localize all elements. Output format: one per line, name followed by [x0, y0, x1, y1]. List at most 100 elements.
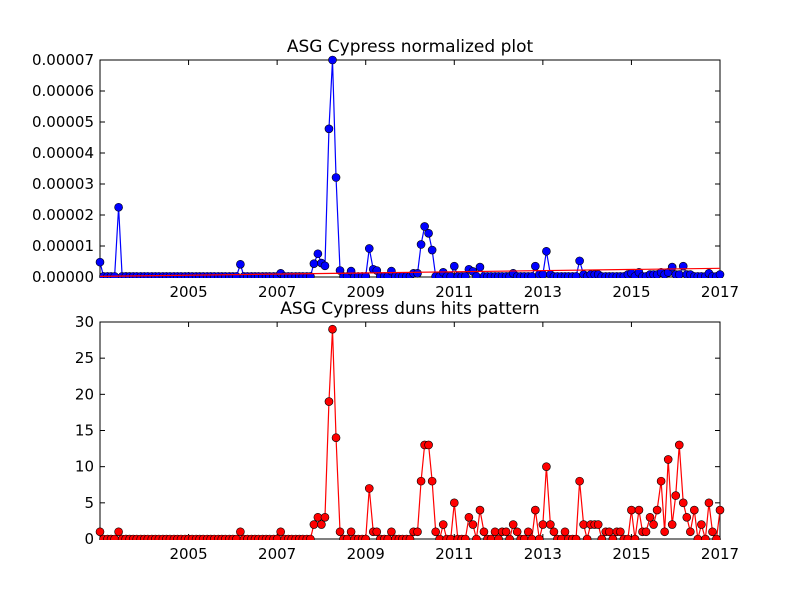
duns-hits-series-group [95, 324, 725, 540]
normalized-data-point [313, 249, 323, 259]
normalized-data-point [674, 270, 684, 278]
normalized-y-tick-label: 0.00004 [32, 144, 94, 162]
duns-hits-data-point [549, 527, 559, 537]
duns-hits-data-point [634, 505, 644, 515]
normalized-y-tick-label: 0.00005 [32, 113, 94, 131]
duns-hits-data-point [678, 498, 688, 508]
normalized-data-point [232, 272, 241, 278]
duns-hits-y-tick-label: 10 [75, 458, 94, 476]
duns-hits-x-tick-label: 2015 [612, 545, 650, 563]
duns-hits-data-point [449, 498, 459, 508]
duns-hits-data-point [512, 527, 522, 537]
duns-hits-data-point [531, 505, 540, 515]
duns-hits-axes-frame [99, 321, 721, 540]
duns-hits-data-point [656, 476, 666, 486]
duns-hits-data-point [324, 397, 334, 406]
normalized-data-point [472, 272, 481, 278]
duns-hits-data-point [472, 534, 481, 540]
normalized-data-point [667, 262, 677, 272]
duns-hits-chart: ASG Cypress duns hits pattern 0 5 10 15 20 25 3… [75, 299, 739, 563]
duns-hits-title: ASG Cypress duns hits pattern [280, 299, 539, 319]
duns-hits-data-point [346, 527, 356, 537]
duns-hits-data-point [667, 520, 677, 529]
duns-hits-data-point [704, 498, 714, 508]
normalized-data-point [475, 262, 485, 272]
normalized-data-point [328, 55, 337, 65]
duns-hits-data-point [542, 462, 551, 471]
normalized-series-group [95, 55, 725, 278]
normalized-x-tick-label: 2005 [169, 283, 207, 301]
duns-hits-data-point [560, 527, 570, 537]
normalized-x-tick-label: 2011 [435, 283, 473, 301]
duns-hits-data-point [535, 534, 544, 540]
duns-hits-y-tick-label: 15 [75, 422, 94, 440]
normalized-x-tick-label: 2013 [524, 283, 562, 301]
duns-hits-data-point [715, 505, 725, 515]
duns-hits-data-point [641, 527, 651, 537]
duns-hits-data-point [645, 512, 655, 522]
duns-hits-x-tick-label: 2011 [435, 545, 473, 563]
duns-hits-data-point [663, 455, 673, 464]
normalized-data-point [571, 272, 581, 278]
duns-hits-data-point [674, 440, 684, 450]
duns-hits-data-point [272, 534, 282, 540]
duns-hits-data-point [508, 520, 518, 529]
duns-hits-y-tick-label: 30 [75, 313, 94, 331]
duns-hits-data-point [649, 520, 658, 529]
normalized-y-tick-label: 0.00002 [32, 206, 94, 224]
duns-hits-data-point [682, 512, 692, 522]
duns-hits-data-point [712, 534, 721, 540]
duns-hits-data-point [616, 527, 625, 537]
duns-hits-data-point [372, 527, 382, 537]
duns-hits-data-point [413, 527, 422, 537]
normalized-y-tick-label: 0.00003 [32, 175, 94, 193]
normalized-plot-chart: ASG Cypress normalized plot 0.00000 0.0000… [32, 37, 739, 301]
duns-hits-data-point [438, 520, 448, 529]
duns-hits-data-point [593, 520, 603, 529]
duns-hits-data-point [383, 534, 393, 540]
duns-hits-data-point [697, 520, 706, 529]
normalized-data-point [575, 256, 584, 266]
duns-hits-y-tick-label: 20 [75, 385, 94, 403]
duns-hits-data-point [317, 520, 326, 529]
normalized-data-point [236, 259, 245, 269]
duns-hits-data-point [236, 527, 245, 537]
duns-hits-data-point [331, 433, 341, 443]
normalized-data-point [527, 272, 537, 278]
duns-hits-data-point [387, 527, 396, 537]
duns-hits-data-point [604, 527, 614, 537]
duns-hits-data-point [671, 491, 681, 500]
duns-hits-data-point [320, 512, 330, 522]
normalized-data-point [331, 173, 341, 182]
duns-hits-data-point [527, 534, 537, 540]
duns-hits-data-point [538, 520, 548, 529]
duns-hits-x-tick-label: 2009 [347, 545, 385, 563]
normalized-data-point [320, 261, 330, 271]
normalized-x-tick-label: 2015 [612, 283, 650, 301]
duns-hits-y-tick-label: 0 [84, 530, 94, 548]
duns-hits-data-point [276, 527, 285, 537]
normalized-data-point [361, 272, 371, 278]
normalized-y-tick-label: 0.00007 [32, 51, 94, 69]
normalized-x-tick-label: 2009 [347, 283, 385, 301]
duns-hits-x-tick-label: 2013 [524, 545, 562, 563]
duns-hits-data-point [575, 476, 584, 486]
duns-hits-x-tick-label: 2017 [701, 545, 739, 563]
duns-hits-data-point [630, 534, 640, 540]
normalized-data-point [114, 202, 123, 212]
duns-hits-data-point [486, 534, 496, 540]
duns-hits-data-point [597, 534, 607, 540]
normalized-data-point [531, 261, 540, 271]
normalized-data-point [309, 259, 319, 268]
duns-hits-data-point [475, 505, 485, 515]
duns-hits-data-point [693, 534, 703, 540]
duns-hits-data-point [546, 520, 555, 529]
duns-hits-data-point [328, 324, 337, 334]
normalized-data-point [95, 257, 105, 267]
duns-hits-data-point [519, 534, 529, 540]
normalized-x-tick-label: 2017 [701, 283, 739, 301]
normalized-data-point [427, 245, 437, 255]
normalized-data-point [461, 272, 470, 278]
duns-hits-data-point [405, 534, 415, 540]
duns-hits-data-point [431, 527, 440, 537]
